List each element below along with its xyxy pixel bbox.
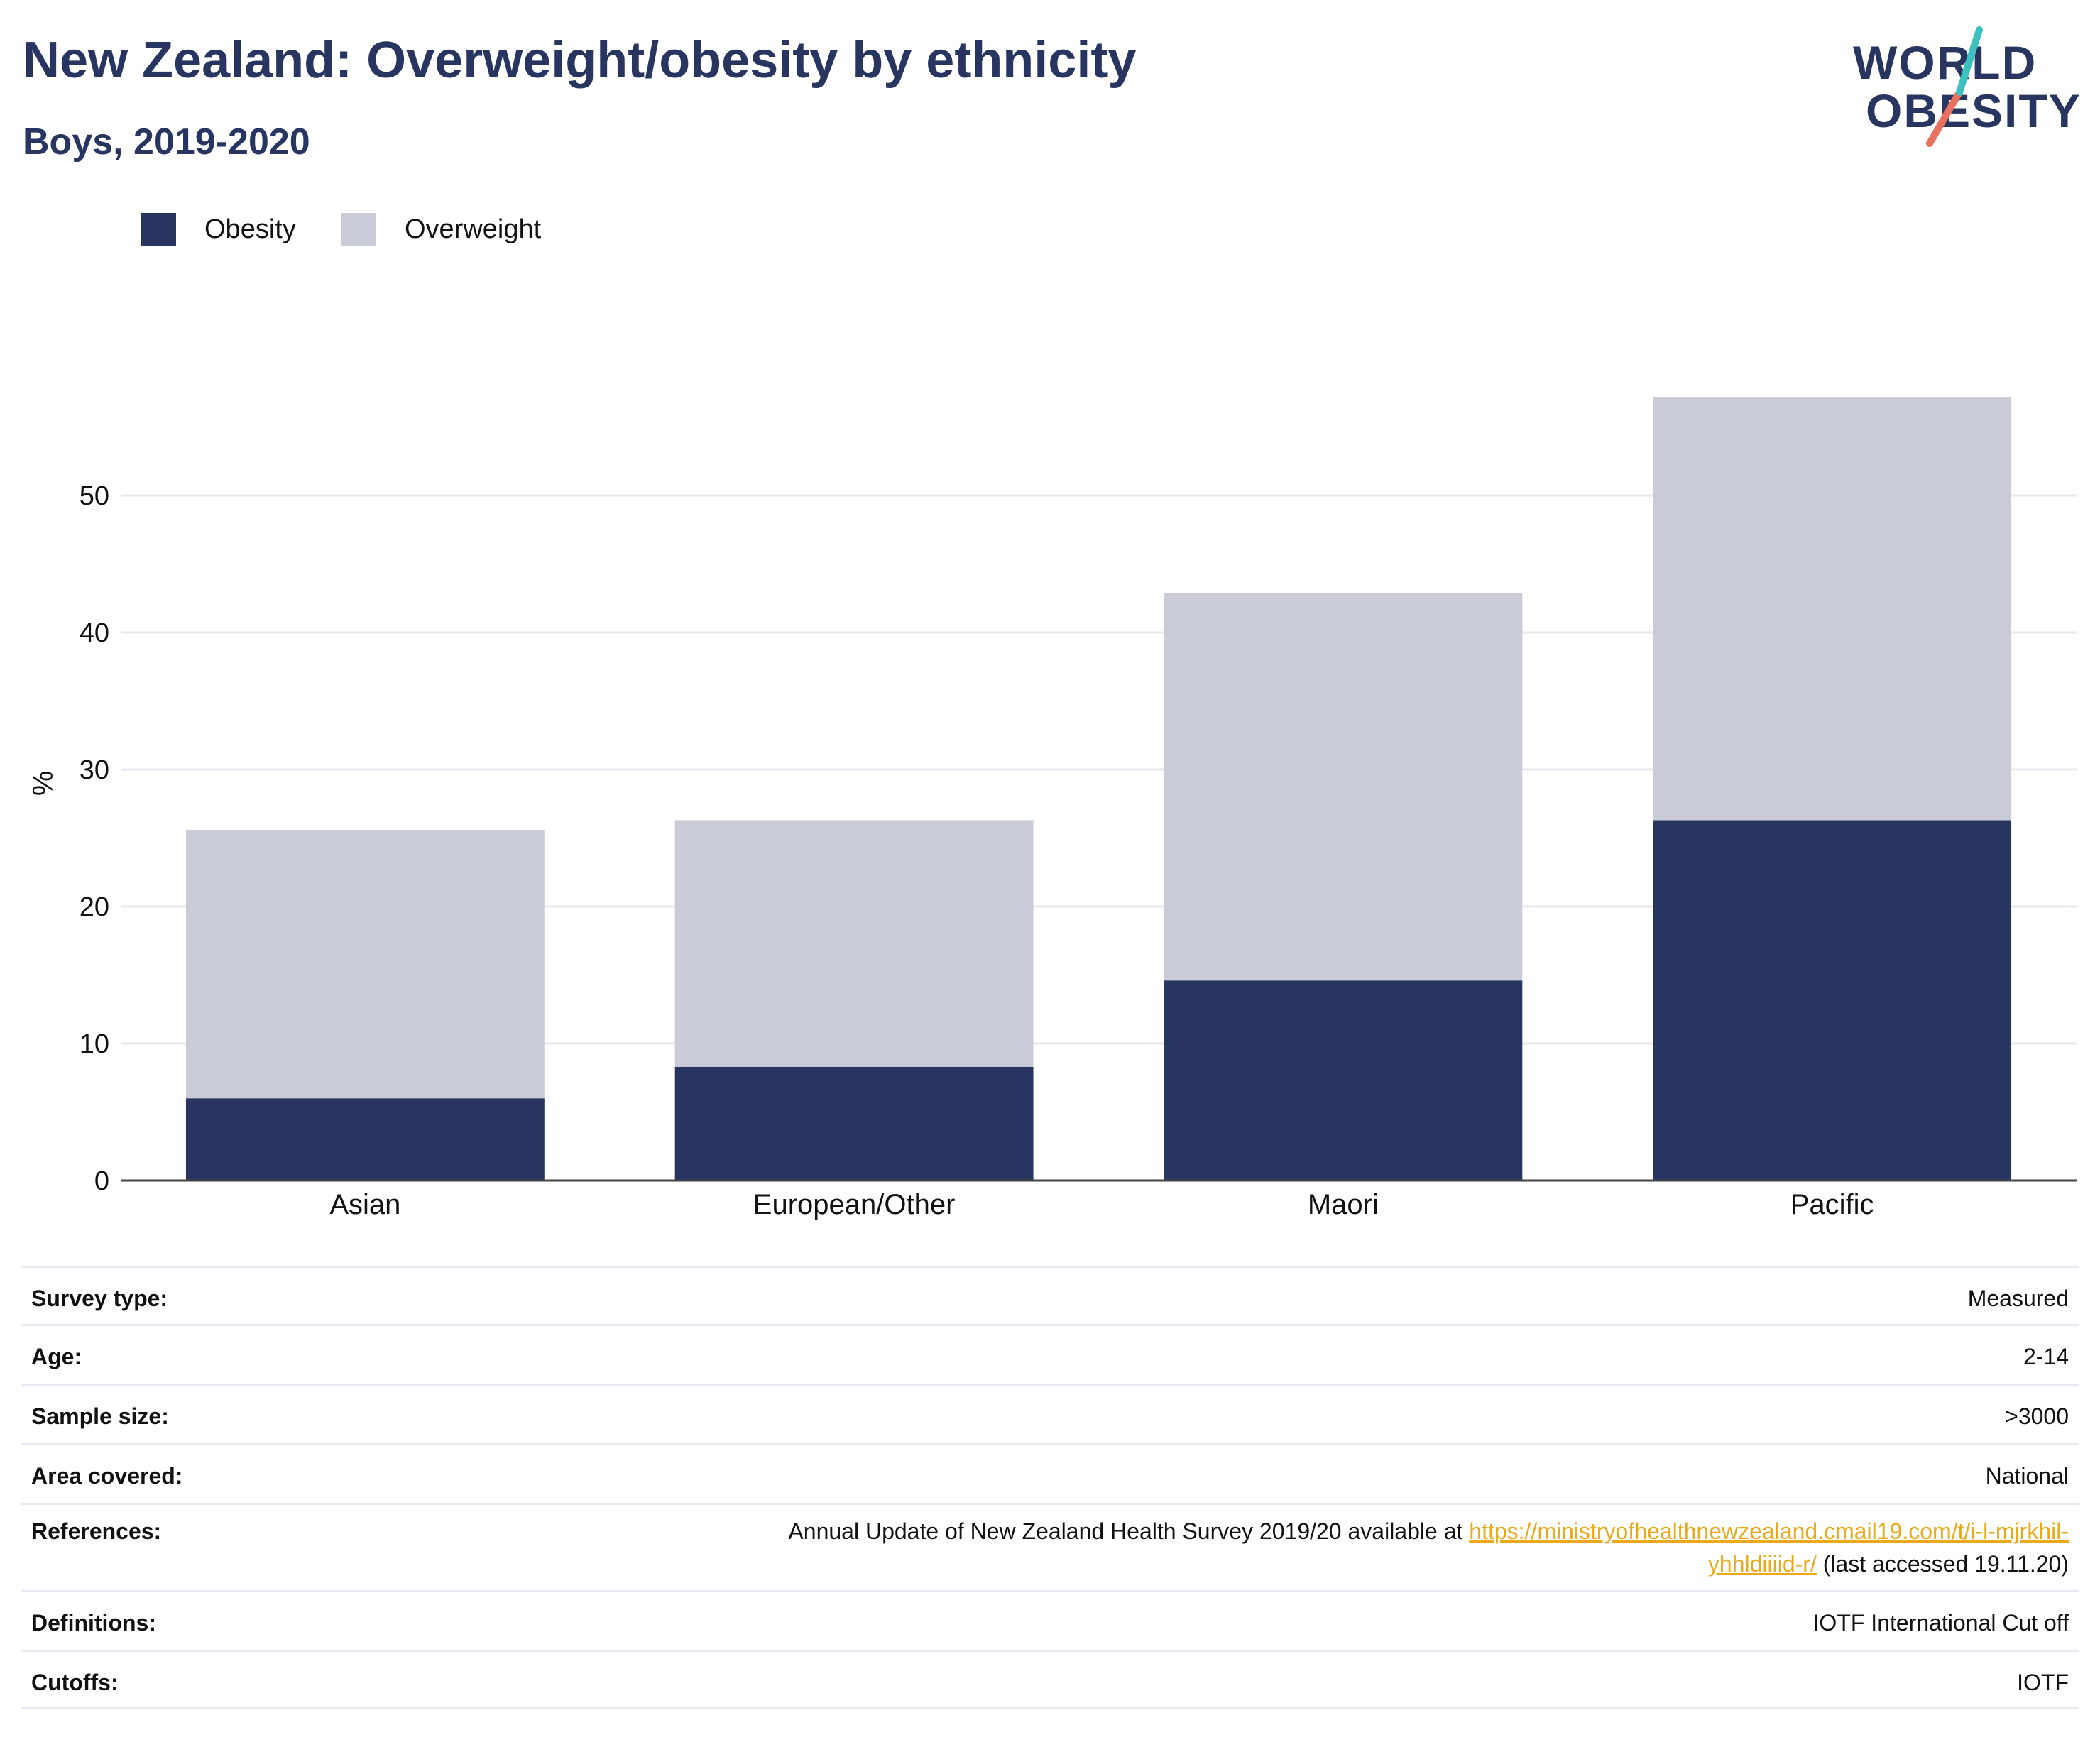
meta-key: Definitions: (31, 1610, 156, 1636)
meta-row-references: References: Annual Update of New Zealand… (21, 1503, 2079, 1590)
stacked-bar-chart: 0 10 20 30 40 50% Asian European/Other Maori Paci… (28, 397, 2077, 1220)
meta-value: >3000 (2005, 1403, 2069, 1429)
meta-row: Definitions: IOTF International Cut off (21, 1590, 2079, 1650)
meta-key: References: (31, 1518, 162, 1544)
y-axis-label: % (28, 771, 59, 796)
meta-value: National (1985, 1463, 2069, 1489)
y-tick-label: 10 (80, 1029, 109, 1059)
references-suffix: (last accessed 19.11.20) (1816, 1551, 2069, 1577)
legend-swatch-obesity (141, 213, 176, 246)
y-tick-label: 0 (94, 1166, 109, 1196)
meta-key: Survey type: (31, 1286, 168, 1311)
world-obesity-logo: WORLD OBESITY (1853, 21, 2080, 149)
y-tick-label: 30 (80, 755, 109, 785)
x-tick-label: European/Other (753, 1189, 956, 1220)
chart-subtitle: Boys, 2019-2020 (23, 121, 310, 163)
x-tick-label: Pacific (1790, 1189, 1874, 1220)
meta-row: Age: 2-14 (21, 1324, 2079, 1384)
bar-overweight-european-other (674, 820, 1034, 1067)
bar-overweight-pacific (1653, 397, 2012, 821)
y-tick-label: 20 (80, 892, 109, 922)
references-text: Annual Update of New Zealand Health Surv… (788, 1518, 1470, 1544)
meta-row: Cutoffs: IOTF (21, 1650, 2079, 1709)
meta-row: Survey type: Measured (21, 1266, 2079, 1324)
x-tick-label: Asian (329, 1189, 400, 1220)
x-tick-label: Maori (1308, 1189, 1379, 1220)
logo-line-1: WORLD (1853, 36, 2038, 89)
meta-row: Area covered: National (21, 1443, 2079, 1503)
legend-swatch-overweight (341, 213, 376, 246)
meta-row: Sample size: >3000 (21, 1384, 2079, 1443)
y-tick-label: 40 (80, 618, 109, 648)
legend-label-obesity: Obesity (204, 214, 296, 244)
meta-key: Age: (31, 1344, 82, 1369)
bar-obesity-asian (185, 1098, 545, 1181)
bar-overweight-asian (185, 829, 545, 1099)
meta-key: Sample size: (31, 1403, 169, 1429)
metadata-table: Survey type: Measured Age: 2-14 Sample size:… (21, 1266, 2079, 1709)
bar-obesity-pacific (1653, 820, 2012, 1181)
bar-overweight-maori (1164, 593, 1523, 981)
references-link[interactable]: https://ministryofhealthnewzealand.cmail… (1469, 1518, 2069, 1577)
y-tick-label: 50 (80, 481, 109, 511)
bar-obesity-european-other (674, 1066, 1034, 1181)
logo-slash-icon (1926, 26, 1983, 147)
chart-title: New Zealand: Overweight/obesity by ethni… (23, 32, 1137, 89)
logo-line-2: OBESITY (1866, 84, 2082, 137)
meta-value: Measured (1967, 1286, 2069, 1311)
legend-label-overweight: Overweight (405, 214, 542, 244)
meta-value: IOTF (2017, 1670, 2069, 1695)
bar-obesity-maori (1164, 980, 1523, 1181)
meta-value: 2-14 (2023, 1344, 2069, 1369)
meta-key: Cutoffs: (31, 1670, 119, 1695)
meta-value: Annual Update of New Zealand Health Surv… (788, 1515, 2069, 1580)
meta-key: Area covered: (31, 1463, 183, 1489)
meta-value: IOTF International Cut off (1812, 1610, 2069, 1636)
